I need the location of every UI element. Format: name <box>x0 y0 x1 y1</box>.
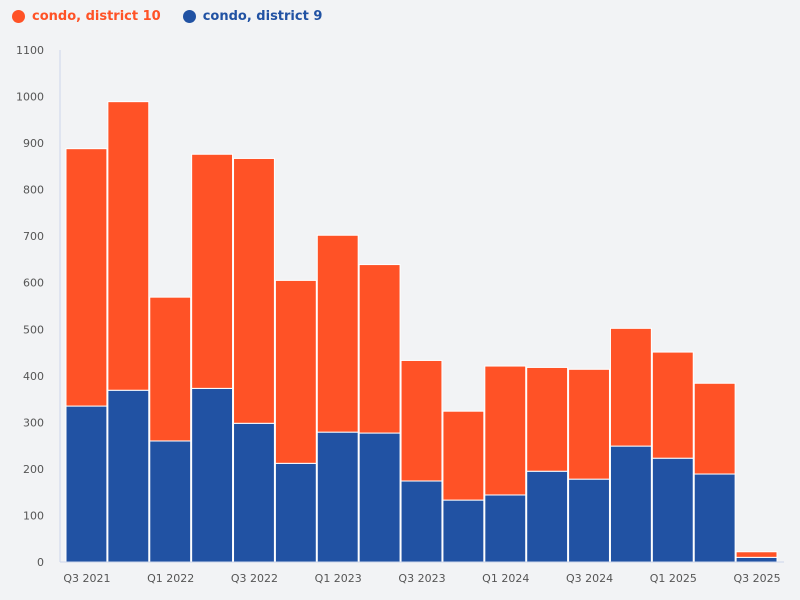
bar-district-10[interactable] <box>65 148 108 407</box>
x-tick-label: Q1 2022 <box>147 572 194 585</box>
bar-district-10[interactable] <box>693 382 736 475</box>
bar-district-9[interactable] <box>735 556 778 563</box>
y-tick-label: 600 <box>23 277 44 290</box>
bar-district-9[interactable] <box>107 389 150 563</box>
bar-district-9[interactable] <box>400 480 443 563</box>
bar-district-9[interactable] <box>149 440 192 563</box>
legend-marker-district-9 <box>182 10 196 23</box>
bar-district-10[interactable] <box>358 264 401 434</box>
bar-district-10[interactable] <box>526 366 569 472</box>
bar-district-9[interactable] <box>693 473 736 563</box>
bar-district-10[interactable] <box>442 410 485 501</box>
bar-district-10[interactable] <box>568 368 610 480</box>
y-tick-label: 100 <box>23 509 44 522</box>
bar-district-9[interactable] <box>484 494 527 563</box>
bar-district-10[interactable] <box>233 157 275 424</box>
y-tick-label: 800 <box>23 184 44 197</box>
legend-label-district-10: condo, district 10 <box>32 9 161 24</box>
x-tick-label: Q1 2025 <box>650 572 697 585</box>
bar-district-9[interactable] <box>233 422 275 563</box>
legend-marker-district-10 <box>12 10 25 23</box>
bar-district-10[interactable] <box>274 279 317 464</box>
x-tick-label: Q3 2022 <box>231 572 278 585</box>
bar-district-9[interactable] <box>526 470 569 563</box>
bar-district-9[interactable] <box>316 431 359 563</box>
bar-district-10[interactable] <box>735 551 778 558</box>
y-tick-label: 300 <box>23 416 44 429</box>
bar-district-9[interactable] <box>358 432 401 563</box>
bar-district-10[interactable] <box>149 296 192 442</box>
bar-district-10[interactable] <box>609 327 652 447</box>
y-tick-label: 900 <box>23 137 44 150</box>
x-tick-label: Q3 2023 <box>398 572 445 585</box>
bar-district-10[interactable] <box>400 359 443 482</box>
y-tick-label: 400 <box>23 370 44 383</box>
x-tick-label: Q3 2024 <box>566 572 613 585</box>
bar-district-10[interactable] <box>651 351 694 459</box>
x-tick-label: Q3 2025 <box>733 572 780 585</box>
x-tick-label: Q3 2021 <box>63 572 110 585</box>
bar-district-10[interactable] <box>191 153 234 389</box>
bar-district-9[interactable] <box>191 387 234 563</box>
bar-district-9[interactable] <box>65 405 108 563</box>
x-tick-label: Q1 2024 <box>482 572 529 585</box>
legend-item-district-9[interactable]: condo, district 9 <box>182 9 323 24</box>
y-tick-label: 200 <box>23 463 44 476</box>
legend-item-district-10[interactable]: condo, district 10 <box>12 9 161 24</box>
x-tick-label: Q1 2023 <box>315 572 362 585</box>
bar-district-9[interactable] <box>274 462 317 563</box>
bar-district-10[interactable] <box>107 101 150 391</box>
bar-district-9[interactable] <box>651 457 694 563</box>
y-tick-label: 700 <box>23 230 44 243</box>
y-tick-label: 500 <box>23 323 44 336</box>
bar-district-9[interactable] <box>609 445 652 563</box>
y-tick-label: 1000 <box>16 91 44 104</box>
bar-district-10[interactable] <box>484 365 527 496</box>
y-tick-label: 0 <box>37 556 44 569</box>
bar-district-9[interactable] <box>442 499 485 563</box>
y-tick-label: 1100 <box>16 44 44 57</box>
legend-label-district-9: condo, district 9 <box>202 9 323 24</box>
bar-district-9[interactable] <box>568 478 610 563</box>
bar-district-10[interactable] <box>316 234 359 433</box>
legend: condo, district 10 condo, district 9 <box>12 9 322 24</box>
